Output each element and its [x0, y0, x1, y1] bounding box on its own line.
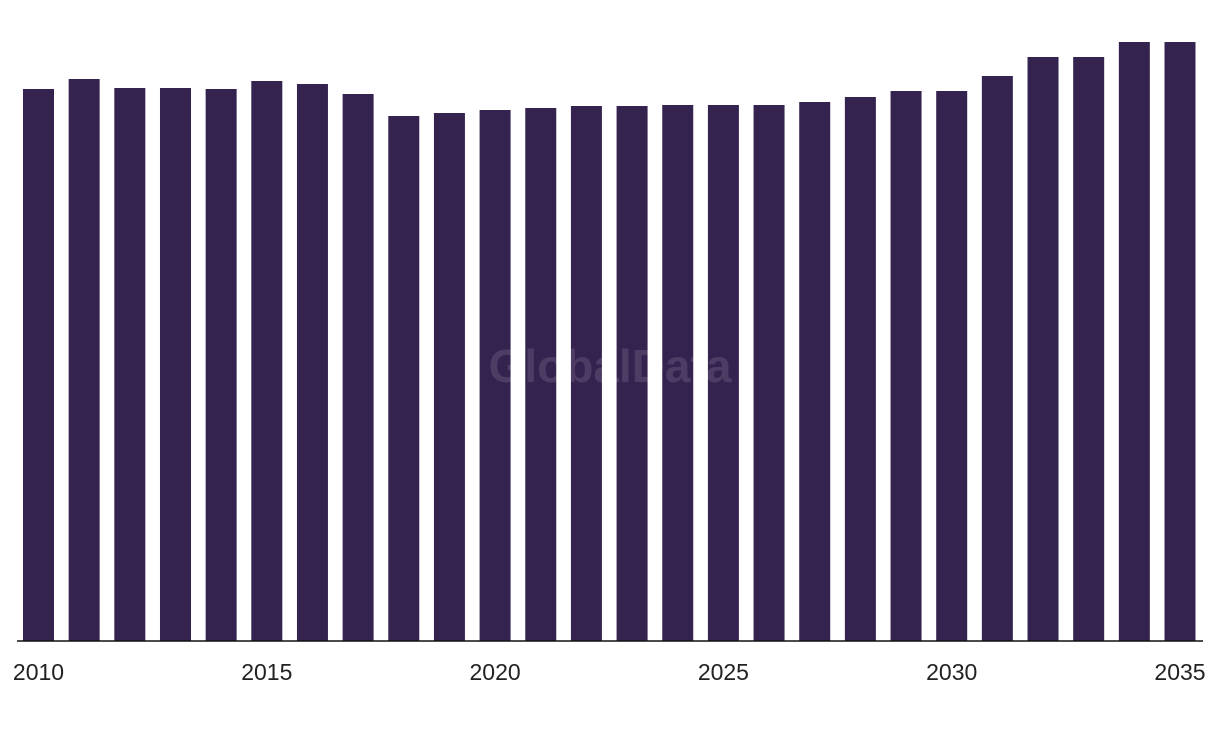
bar: [890, 91, 922, 641]
bar: [68, 79, 100, 641]
bar: [616, 106, 648, 641]
bar: [159, 88, 191, 641]
bar: [114, 88, 146, 641]
bar: [981, 76, 1013, 641]
bar: [23, 89, 54, 641]
x-tick-label: 2020: [470, 659, 521, 685]
bar: [296, 84, 328, 641]
bar: [251, 81, 283, 641]
bar: [799, 102, 831, 641]
bar: [525, 108, 557, 641]
bar: [570, 106, 602, 641]
x-tick-label: 2010: [13, 659, 64, 685]
bar: [1027, 57, 1059, 641]
bar: [1164, 42, 1196, 641]
x-tick-label: 2030: [926, 659, 977, 685]
x-tick-label: 2025: [698, 659, 749, 685]
watermark: GlobalData: [489, 340, 732, 392]
bar: [433, 113, 465, 641]
bar: [936, 91, 968, 641]
bar: [1073, 57, 1105, 641]
bar: [662, 105, 694, 641]
bar: [1118, 42, 1150, 641]
x-tick-label: 2035: [1154, 659, 1205, 685]
bar: [707, 105, 739, 641]
bar: [479, 110, 511, 641]
bar: [388, 116, 420, 641]
bar: [753, 105, 785, 641]
bar: [342, 94, 374, 641]
bar: [844, 97, 876, 641]
x-tick-label: 2015: [241, 659, 292, 685]
bar: [205, 89, 237, 641]
